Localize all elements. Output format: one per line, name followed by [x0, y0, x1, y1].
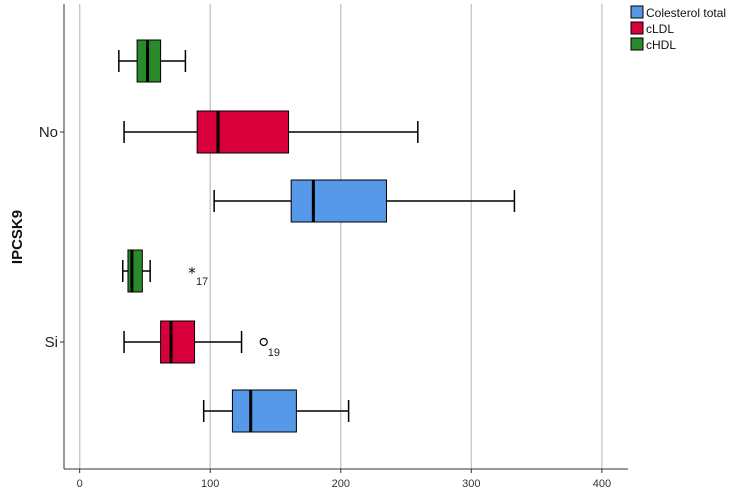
legend-swatch [630, 5, 644, 19]
legend-label: cHDL [646, 38, 676, 52]
grid-lines [78, 4, 603, 469]
legend-label: Colesterol total [646, 6, 726, 20]
box-si-chdl [122, 249, 151, 293]
iqr-box [196, 110, 290, 154]
box-si-colesterol-total [202, 389, 350, 433]
legend: Colesterol total cLDL cHDL [630, 5, 726, 52]
category-label-si: Si [45, 334, 58, 351]
box-series: * 17 19 [118, 39, 516, 433]
outlier-label: 19 [268, 347, 280, 359]
iqr-box [231, 389, 297, 433]
y-axis-title: IPCSK9 [9, 210, 26, 264]
outlier-19: 19 [259, 337, 280, 359]
outlier-circle-marker [259, 337, 268, 347]
x-axis-ticks: 0 100 200 300 400 [77, 469, 611, 490]
x-tick-label: 400 [593, 478, 611, 490]
outlier-17: * 17 [188, 264, 208, 288]
iqr-box [160, 320, 196, 364]
box-si-cldl [123, 320, 243, 364]
x-tick-label: 100 [201, 478, 219, 490]
x-tick-label: 300 [462, 478, 480, 490]
box-no-chdl [118, 39, 187, 83]
outlier-star-marker: * [188, 264, 196, 282]
iqr-box [290, 179, 387, 223]
category-labels: No Si [39, 124, 64, 351]
x-tick-label: 0 [77, 478, 83, 490]
category-label-no: No [39, 124, 58, 141]
outlier-label: 17 [196, 276, 208, 288]
legend-swatch [630, 37, 644, 51]
legend-label: cLDL [646, 22, 674, 36]
box-no-colesterol-total [213, 179, 516, 223]
axes [63, 4, 628, 470]
x-tick-label: 200 [332, 478, 350, 490]
iqr-box [127, 249, 143, 293]
legend-swatch [630, 21, 644, 35]
box-no-cldl [123, 110, 419, 154]
